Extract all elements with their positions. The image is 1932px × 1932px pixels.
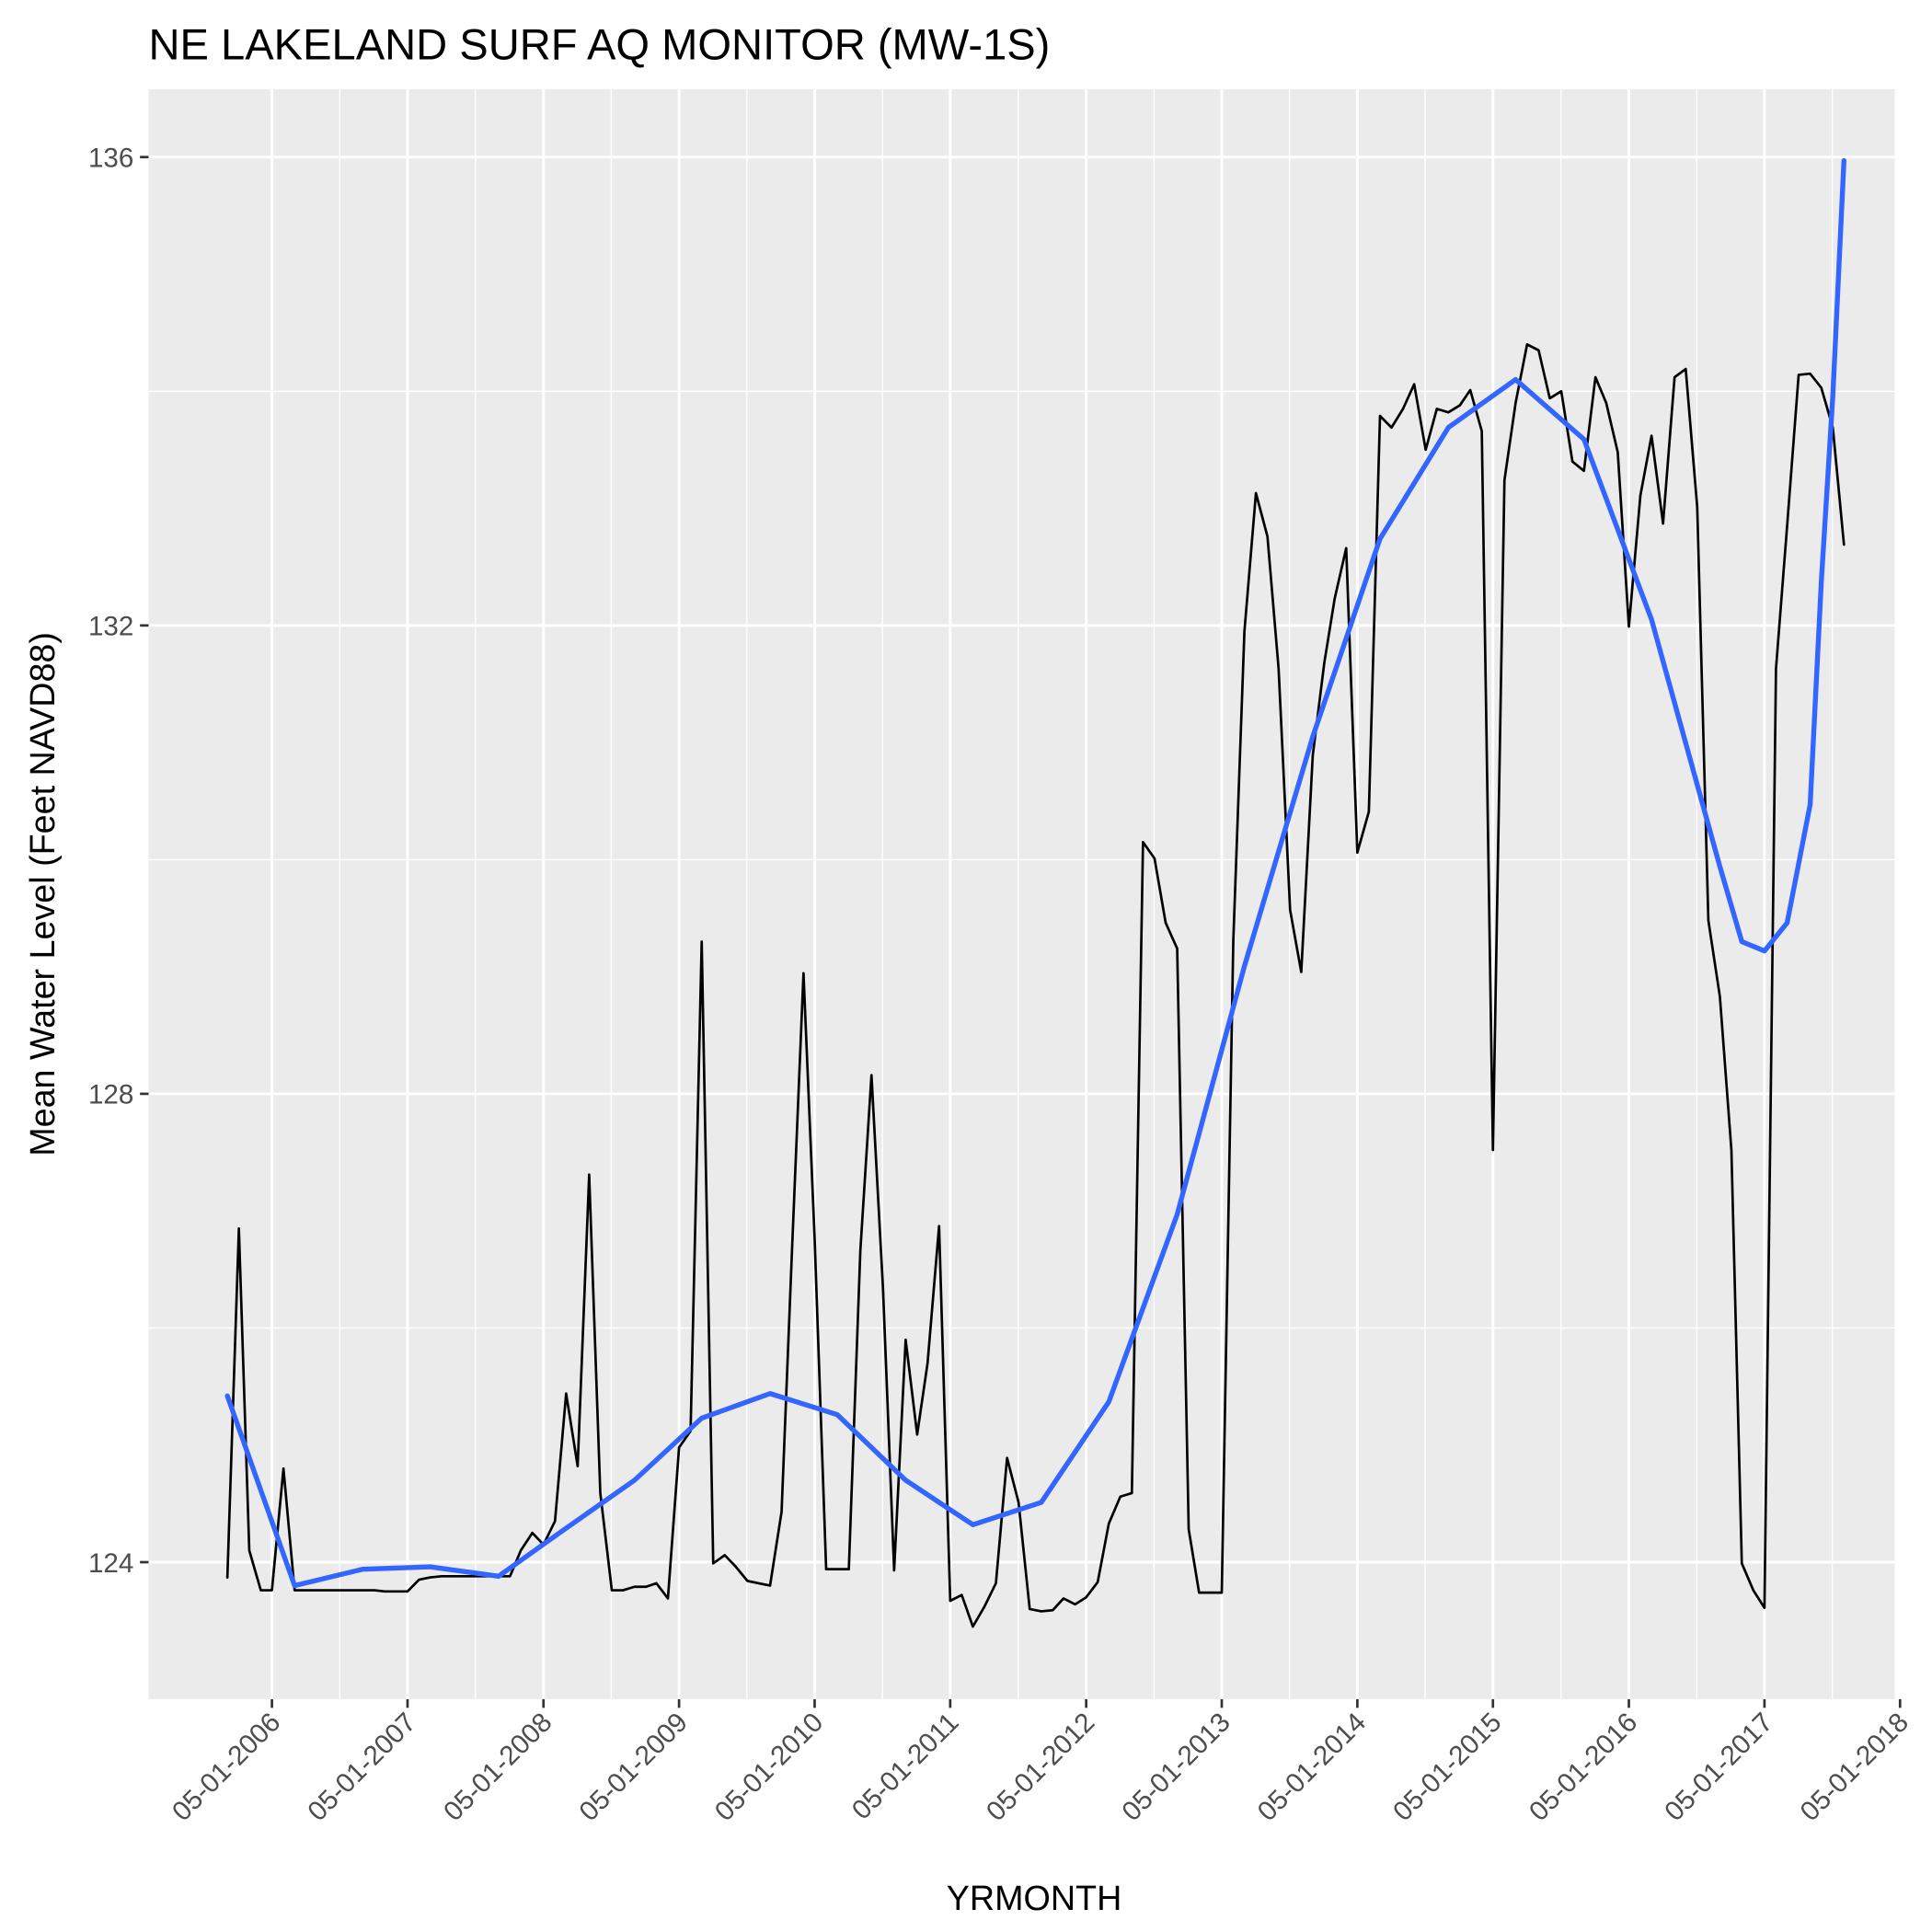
y-tick-label: 136 <box>88 144 133 174</box>
y-axis-title: Mean Water Level (Feet NAVD88) <box>23 632 62 1156</box>
x-axis-title: YRMONTH <box>947 1879 1122 1917</box>
y-tick-label: 128 <box>88 1080 133 1110</box>
x-tick-label: 05-01-2015 <box>1387 1707 1507 1826</box>
x-tick-label: 05-01-2014 <box>1252 1707 1372 1826</box>
x-tick-label: 05-01-2016 <box>1524 1707 1643 1826</box>
y-tick-label: 132 <box>88 612 133 642</box>
x-tick-label: 05-01-2013 <box>1116 1707 1236 1826</box>
x-tick-label: 05-01-2009 <box>573 1707 693 1826</box>
x-tick-label: 05-01-2011 <box>846 1707 965 1825</box>
y-tick-label: 124 <box>88 1548 133 1579</box>
x-tick-label: 05-01-2010 <box>709 1707 829 1826</box>
panel <box>148 88 1895 1699</box>
x-tick-label: 05-01-2018 <box>1795 1707 1915 1826</box>
x-tick-label: 05-01-2007 <box>302 1707 421 1826</box>
x-tick-label: 05-01-2012 <box>981 1707 1100 1826</box>
chart-title: NE LAKELAND SURF AQ MONITOR (MW-1S) <box>149 20 1051 69</box>
x-tick-label: 05-01-2017 <box>1659 1707 1778 1826</box>
x-tick-label: 05-01-2008 <box>438 1707 558 1826</box>
x-tick-label: 05-01-2006 <box>167 1707 286 1826</box>
smooth-line <box>224 157 1846 1589</box>
